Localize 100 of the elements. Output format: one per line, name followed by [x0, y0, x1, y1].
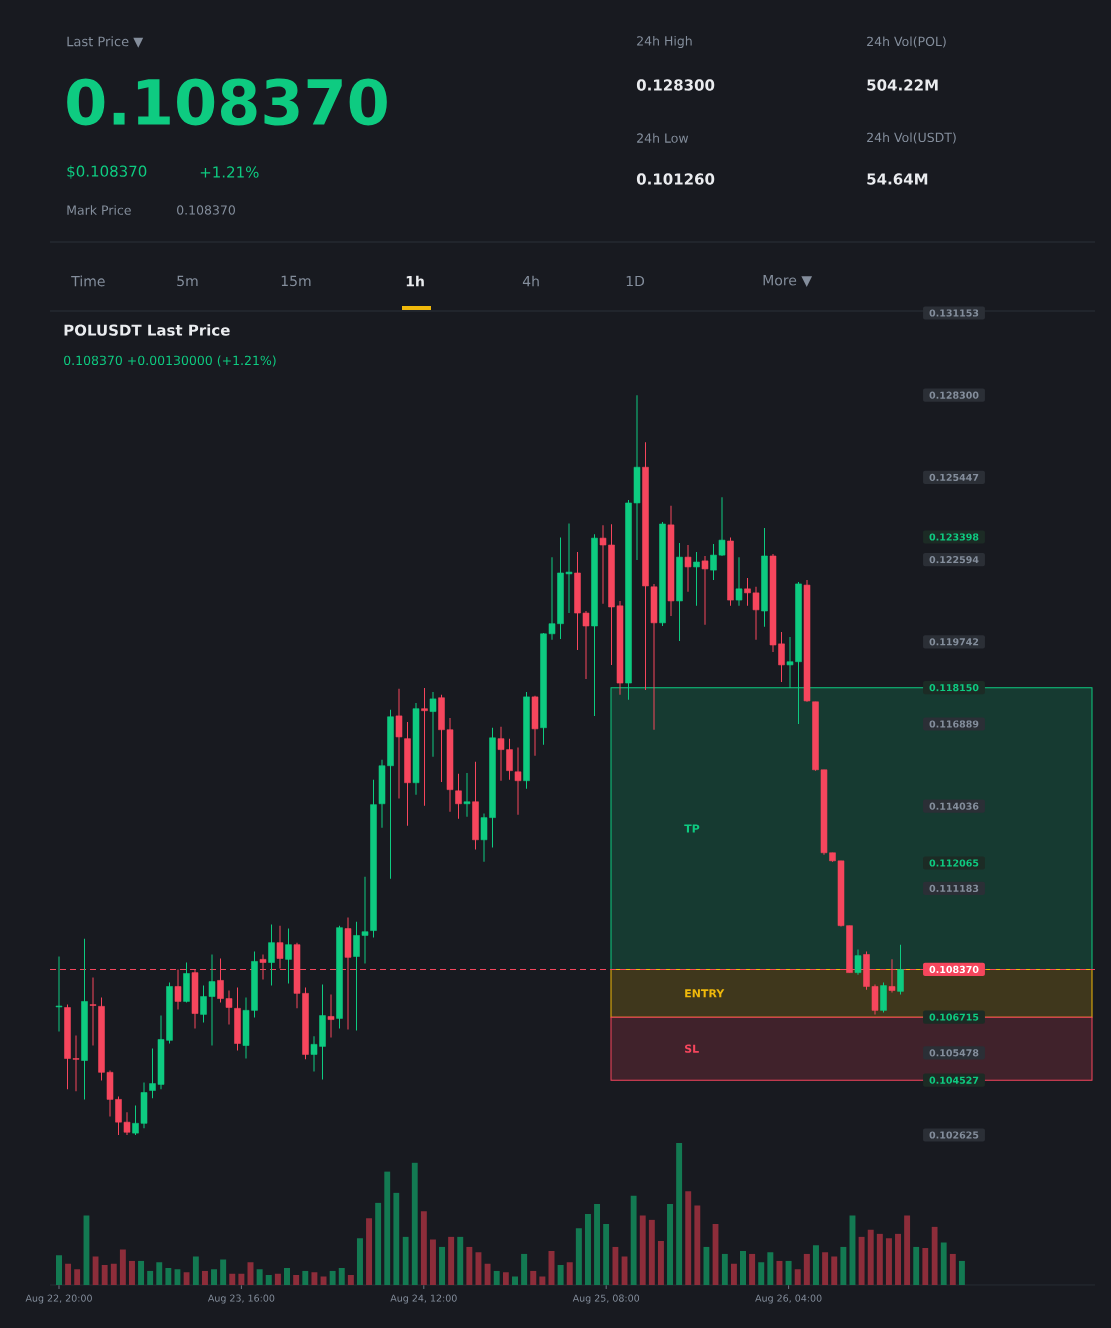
candlestick	[514, 747, 522, 816]
x-tick-label: Aug 22, 20:00	[25, 1294, 92, 1304]
text: 4h	[522, 275, 539, 287]
y-tick-label: 0.125447	[929, 473, 979, 481]
bar	[667, 1204, 674, 1285]
bar	[895, 1233, 902, 1285]
y-tick-label: 0.102625	[929, 1131, 979, 1139]
text: 1h	[406, 275, 424, 287]
y-tick-label: 0.105478	[929, 1049, 979, 1057]
bar	[220, 1259, 227, 1285]
bar	[630, 1195, 637, 1285]
text: 0.112065	[929, 859, 979, 867]
bar	[119, 1249, 126, 1285]
annotation: 0.118150	[929, 684, 979, 692]
bar	[265, 1275, 272, 1285]
text: 15m	[281, 275, 311, 287]
bar	[657, 1240, 664, 1285]
text: 24h High	[637, 35, 692, 49]
bar	[885, 1238, 892, 1285]
bar	[384, 1171, 391, 1285]
bar	[420, 1211, 427, 1285]
bar	[147, 1270, 154, 1285]
text: 5m	[177, 275, 198, 287]
text: 54.64M	[867, 173, 928, 185]
y-tick-label: 0.128300	[929, 391, 979, 399]
bar	[466, 1246, 473, 1285]
bar	[229, 1273, 236, 1285]
bar	[238, 1273, 245, 1285]
annotation: 0.104527	[929, 1076, 979, 1084]
text: +1.21%	[200, 166, 259, 178]
bar	[448, 1236, 455, 1285]
bar	[211, 1269, 218, 1285]
bar	[411, 1162, 418, 1285]
bar	[958, 1260, 965, 1285]
text: 24h Low	[637, 133, 689, 143]
candlestick	[395, 688, 403, 800]
candlestick	[429, 691, 437, 758]
text: 0.108370	[177, 205, 235, 215]
bar	[192, 1256, 199, 1285]
bar	[439, 1246, 446, 1285]
candlestick	[455, 773, 462, 820]
x-tick-label: Aug 25, 08:00	[572, 1294, 640, 1304]
x-tick-label: Aug 24, 12:00	[390, 1294, 457, 1304]
bar	[74, 1269, 81, 1285]
bar	[283, 1267, 291, 1285]
bar	[110, 1263, 117, 1285]
y-tick-label: 0.114036	[929, 802, 979, 810]
bar	[694, 1205, 701, 1285]
bar	[648, 1219, 655, 1285]
candlestick	[285, 928, 292, 985]
bar	[858, 1236, 865, 1285]
bar	[557, 1265, 564, 1285]
candlestick	[55, 955, 63, 1032]
candlestick	[693, 551, 700, 607]
bar	[721, 1253, 728, 1285]
bar	[429, 1239, 436, 1285]
bar	[402, 1236, 409, 1285]
bar	[347, 1275, 354, 1285]
candlestick	[421, 687, 428, 807]
bar	[128, 1260, 135, 1285]
text: POLUSDT Last Price	[64, 324, 230, 336]
bar	[511, 1276, 519, 1285]
bar	[767, 1252, 774, 1285]
bar	[739, 1250, 747, 1285]
text: More ▼	[763, 275, 813, 287]
bar	[356, 1238, 363, 1285]
bar	[803, 1253, 810, 1285]
bar	[730, 1263, 737, 1285]
bar	[949, 1253, 956, 1285]
bar	[639, 1215, 646, 1285]
y-tick-label: 0.111183	[929, 884, 979, 892]
bar	[922, 1248, 929, 1285]
text: 24h Vol(POL)	[867, 36, 946, 48]
bar	[876, 1233, 883, 1285]
bar	[457, 1236, 464, 1285]
text: $0.108370	[67, 165, 147, 179]
bar	[758, 1262, 765, 1285]
bar	[913, 1246, 920, 1285]
bar	[904, 1215, 911, 1285]
bar	[366, 1218, 373, 1285]
bar	[931, 1226, 938, 1285]
candlestick	[89, 977, 97, 1047]
bar	[329, 1270, 336, 1285]
bar	[749, 1253, 756, 1285]
bar	[685, 1191, 692, 1285]
bar	[65, 1263, 72, 1285]
text: 1D	[626, 275, 645, 287]
bar	[584, 1213, 591, 1285]
bar	[530, 1270, 537, 1285]
y-tick-label: 0.116889	[929, 720, 979, 728]
text: 24h Vol(USDT)	[867, 132, 956, 144]
candlestick	[268, 924, 275, 987]
bar	[812, 1245, 819, 1285]
bar	[676, 1142, 683, 1285]
candlestick	[684, 544, 692, 593]
bar	[101, 1265, 108, 1285]
bar	[375, 1202, 382, 1285]
x-tick-label: Aug 26, 04:00	[755, 1294, 822, 1304]
band-label: TP	[684, 824, 700, 833]
candlestick	[735, 556, 743, 607]
